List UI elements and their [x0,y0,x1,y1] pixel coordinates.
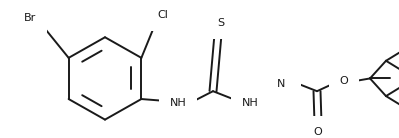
Text: NH: NH [170,98,186,108]
Text: O: O [340,76,348,86]
Text: Br: Br [24,13,36,23]
Text: H: H [283,69,291,79]
Text: S: S [217,18,225,28]
Text: O: O [314,127,322,137]
Text: N: N [277,79,285,89]
Text: NH: NH [242,98,259,108]
Text: Cl: Cl [158,10,168,20]
